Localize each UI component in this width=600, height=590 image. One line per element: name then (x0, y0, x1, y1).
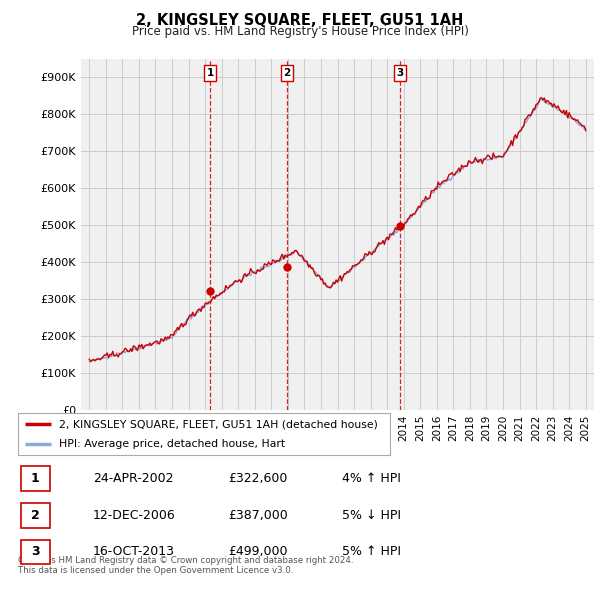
Text: £322,600: £322,600 (228, 471, 287, 485)
Text: 2: 2 (283, 68, 290, 78)
Text: 5% ↓ HPI: 5% ↓ HPI (342, 509, 401, 522)
Text: £387,000: £387,000 (228, 509, 288, 522)
Text: Contains HM Land Registry data © Crown copyright and database right 2024.
This d: Contains HM Land Registry data © Crown c… (18, 556, 353, 575)
Text: 2, KINGSLEY SQUARE, FLEET, GU51 1AH (detached house): 2, KINGSLEY SQUARE, FLEET, GU51 1AH (det… (59, 419, 378, 430)
Text: 2: 2 (31, 509, 40, 522)
Text: 5% ↑ HPI: 5% ↑ HPI (342, 545, 401, 559)
Text: 2, KINGSLEY SQUARE, FLEET, GU51 1AH: 2, KINGSLEY SQUARE, FLEET, GU51 1AH (136, 13, 464, 28)
Text: 12-DEC-2006: 12-DEC-2006 (93, 509, 176, 522)
Text: 3: 3 (31, 545, 40, 559)
Text: 4% ↑ HPI: 4% ↑ HPI (342, 471, 401, 485)
Text: HPI: Average price, detached house, Hart: HPI: Average price, detached house, Hart (59, 439, 285, 449)
Text: 16-OCT-2013: 16-OCT-2013 (93, 545, 175, 559)
Text: £499,000: £499,000 (228, 545, 287, 559)
Text: 24-APR-2002: 24-APR-2002 (93, 471, 173, 485)
Text: Price paid vs. HM Land Registry's House Price Index (HPI): Price paid vs. HM Land Registry's House … (131, 25, 469, 38)
Text: 1: 1 (31, 471, 40, 485)
Text: 1: 1 (206, 68, 214, 78)
Text: 3: 3 (397, 68, 404, 78)
